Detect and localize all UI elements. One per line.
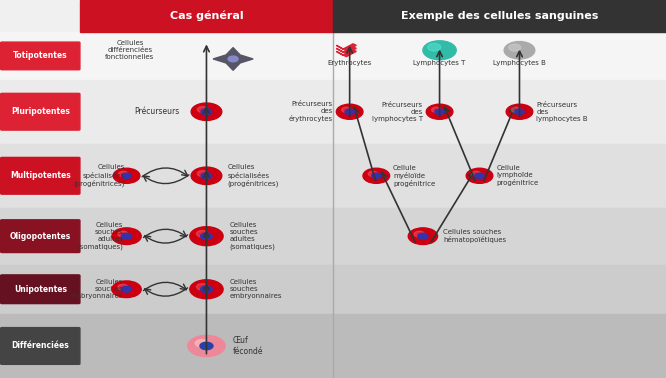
Circle shape (112, 228, 141, 245)
Circle shape (428, 43, 441, 51)
Bar (0, 314, 333, 378)
Text: Cellules
souches
adultes
(somatiques): Cellules souches adultes (somatiques) (77, 222, 123, 250)
Bar (0, 80, 333, 144)
Bar (0, 265, 333, 314)
Text: Précurseurs
des
lymphocytes B: Précurseurs des lymphocytes B (536, 102, 588, 122)
Circle shape (190, 280, 223, 299)
FancyBboxPatch shape (1, 157, 80, 194)
Circle shape (509, 44, 521, 51)
Bar (0, 208, 333, 265)
Text: Cas général: Cas général (170, 11, 243, 21)
Text: Cellule
lymphoïde
progénitrice: Cellule lymphoïde progénitrice (496, 165, 538, 186)
Polygon shape (336, 47, 356, 54)
Text: Précurseurs
des
érythrocytes: Précurseurs des érythrocytes (289, 101, 333, 122)
Circle shape (515, 109, 524, 115)
Text: Multipotentes: Multipotentes (10, 171, 71, 180)
Circle shape (418, 233, 428, 239)
Text: Totipotentes: Totipotentes (13, 51, 68, 60)
Circle shape (119, 171, 128, 177)
Text: Exemple des cellules sanguines: Exemple des cellules sanguines (401, 11, 598, 21)
Circle shape (191, 103, 222, 121)
Circle shape (345, 109, 354, 115)
Circle shape (408, 228, 438, 245)
Text: Cellules
spécialisées
(progénitrices): Cellules spécialisées (progénitrices) (228, 164, 279, 187)
Circle shape (201, 109, 212, 115)
Bar (333, 32, 666, 80)
Text: Précurseurs
des
lymphocytes T: Précurseurs des lymphocytes T (372, 102, 423, 122)
Circle shape (475, 173, 484, 178)
Circle shape (228, 56, 238, 62)
Text: Cellules
souches
embryonnaires: Cellules souches embryonnaires (71, 279, 123, 299)
FancyBboxPatch shape (1, 220, 80, 253)
Text: Cellules
souches
embryonnaires: Cellules souches embryonnaires (230, 279, 282, 299)
Circle shape (342, 107, 351, 113)
Polygon shape (336, 44, 356, 51)
Bar (0, 144, 333, 208)
FancyBboxPatch shape (1, 275, 80, 304)
Polygon shape (213, 48, 253, 70)
Text: Erythrocytes: Erythrocytes (328, 60, 372, 67)
Circle shape (423, 41, 456, 60)
Text: Différenciées: Différenciées (11, 341, 69, 350)
Circle shape (200, 233, 212, 240)
Text: Cellules souches
hématopoïétiques: Cellules souches hématopoïétiques (443, 229, 506, 243)
Bar (0, 32, 333, 80)
Circle shape (197, 170, 208, 177)
Circle shape (112, 281, 141, 297)
Circle shape (122, 173, 131, 178)
FancyBboxPatch shape (1, 42, 80, 70)
Circle shape (368, 171, 378, 177)
Polygon shape (336, 50, 356, 57)
Text: Unipotentes: Unipotentes (14, 285, 67, 294)
Circle shape (196, 231, 208, 237)
Circle shape (506, 104, 533, 119)
Bar (80, 0, 333, 32)
Circle shape (432, 107, 441, 113)
Circle shape (118, 231, 128, 237)
Circle shape (363, 168, 390, 183)
Circle shape (191, 167, 222, 184)
Circle shape (118, 284, 128, 290)
Circle shape (414, 231, 424, 237)
Circle shape (372, 173, 381, 178)
Bar (333, 0, 666, 32)
FancyBboxPatch shape (1, 93, 80, 130)
Circle shape (197, 107, 208, 113)
Bar (333, 265, 666, 314)
Text: Cellules
spécialisées
(progénitrices): Cellules spécialisées (progénitrices) (73, 164, 125, 187)
Circle shape (336, 104, 363, 119)
Circle shape (190, 227, 223, 246)
Circle shape (195, 339, 208, 347)
Circle shape (200, 286, 212, 293)
Circle shape (435, 109, 444, 115)
Text: Cellules
différenciées
fonctionnelles: Cellules différenciées fonctionnelles (105, 40, 155, 60)
Text: Pluripotentes: Pluripotentes (11, 107, 70, 116)
Text: Lymphocytes B: Lymphocytes B (493, 60, 546, 67)
Text: Cellules
souches
adultes
(somatiques): Cellules souches adultes (somatiques) (230, 222, 276, 250)
Circle shape (188, 335, 225, 356)
Text: Cellule
myéloïde
progénitrice: Cellule myéloïde progénitrice (393, 164, 435, 187)
Circle shape (426, 104, 453, 119)
Text: Précurseurs: Précurseurs (135, 107, 180, 116)
Circle shape (121, 233, 132, 239)
Text: Lymphocytes T: Lymphocytes T (414, 60, 466, 67)
FancyBboxPatch shape (1, 328, 80, 364)
Bar (333, 80, 666, 144)
Circle shape (200, 342, 213, 350)
Circle shape (201, 173, 212, 179)
Circle shape (504, 42, 535, 59)
Circle shape (466, 168, 493, 183)
Text: Oligopotentes: Oligopotentes (10, 232, 71, 241)
Circle shape (121, 286, 132, 292)
Circle shape (113, 168, 140, 183)
Bar (333, 314, 666, 378)
Circle shape (196, 284, 208, 290)
Bar (333, 144, 666, 208)
Bar (333, 208, 666, 265)
Circle shape (472, 171, 481, 177)
Circle shape (511, 107, 521, 113)
Text: Œuf
fécondé: Œuf fécondé (233, 336, 264, 356)
